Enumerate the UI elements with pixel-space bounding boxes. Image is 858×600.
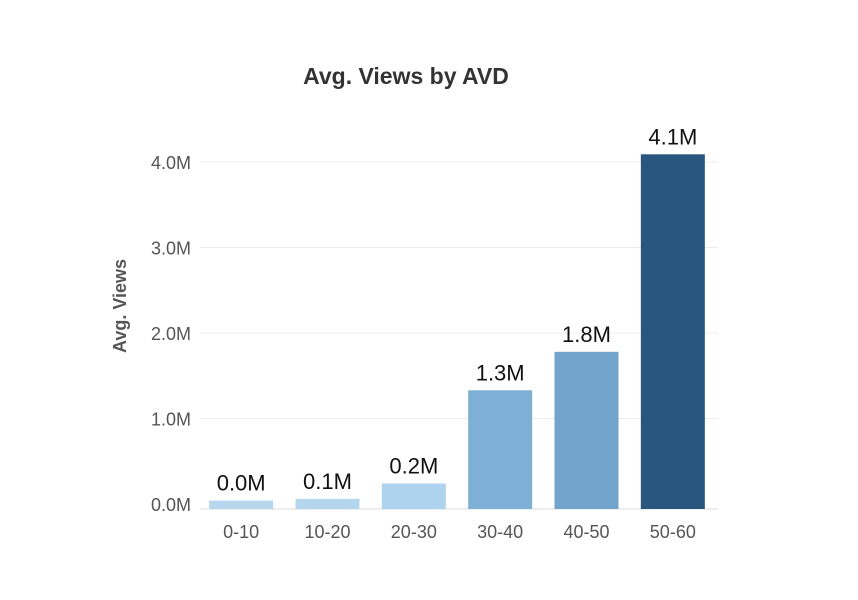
- x-tick-label: 0-10: [223, 522, 259, 542]
- bar: [209, 500, 274, 509]
- gridlines: [200, 161, 718, 419]
- x-tick-label: 50-60: [650, 522, 696, 542]
- y-tick-label: 0.0M: [151, 495, 191, 515]
- x-tick-label: 40-50: [563, 522, 609, 542]
- bar-data-label: 0.1M: [303, 469, 352, 494]
- bar: [468, 390, 533, 509]
- y-tick-label: 2.0M: [151, 324, 191, 344]
- x-tick-label: 30-40: [477, 522, 523, 542]
- bars: [209, 154, 705, 509]
- y-tick-label: 3.0M: [151, 239, 191, 259]
- y-tick-label: 4.0M: [151, 153, 191, 173]
- bar-data-label: 1.3M: [476, 360, 525, 385]
- bar: [381, 483, 446, 509]
- y-axis-ticks: 0.0M 1.0M 2.0M 3.0M 4.0M: [151, 153, 191, 515]
- bar-data-label: 1.8M: [562, 322, 611, 347]
- bar-data-label: 4.1M: [648, 124, 697, 149]
- x-axis-ticks: 0-10 10-20 20-30 30-40 40-50 50-60: [223, 522, 696, 542]
- y-axis-label: Avg. Views: [110, 259, 130, 353]
- bar: [295, 498, 360, 509]
- bar: [554, 351, 619, 509]
- bar: [640, 154, 705, 509]
- x-tick-label: 10-20: [304, 522, 350, 542]
- data-labels: 0.0M 0.1M 0.2M 1.3M 1.8M 4.1M: [217, 124, 698, 495]
- bar-data-label: 0.2M: [389, 453, 438, 478]
- y-tick-label: 1.0M: [151, 410, 191, 430]
- x-tick-label: 20-30: [391, 522, 437, 542]
- bar-data-label: 0.0M: [217, 471, 266, 496]
- chart-title: Avg. Views by AVD: [303, 63, 509, 89]
